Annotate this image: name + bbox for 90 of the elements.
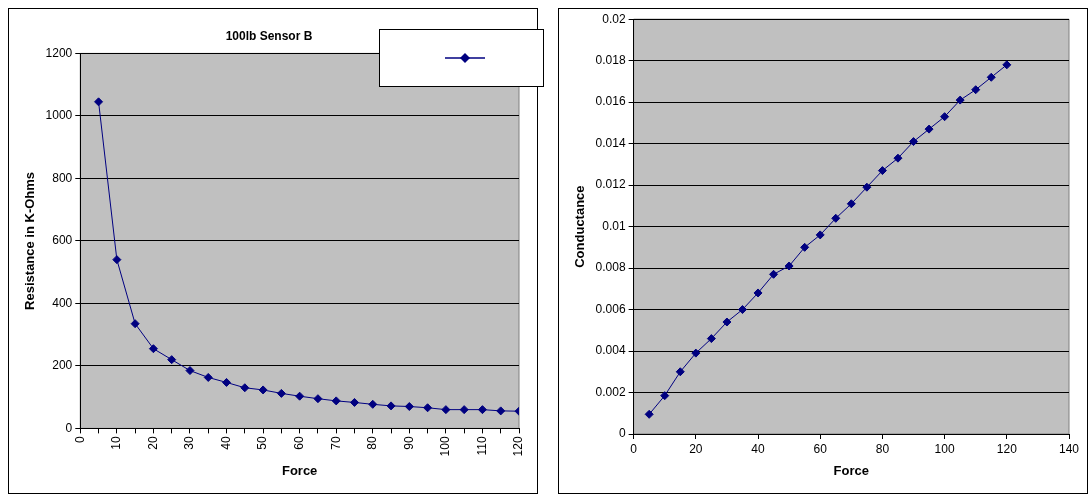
point <box>940 112 950 122</box>
x-tick-label: 100 <box>934 441 955 456</box>
point <box>800 242 810 252</box>
point <box>185 366 195 376</box>
point <box>893 153 903 163</box>
point <box>496 406 506 416</box>
point <box>386 401 396 411</box>
point <box>831 213 841 223</box>
point <box>404 402 414 412</box>
point <box>753 288 763 298</box>
point <box>258 385 268 395</box>
point <box>167 355 177 365</box>
point <box>1002 60 1012 70</box>
y-tick-label: 200 <box>52 358 73 373</box>
point <box>909 137 919 147</box>
x-tick-label: 90 <box>401 436 416 450</box>
point <box>423 403 433 413</box>
point <box>862 182 872 192</box>
y-tick-label: 1000 <box>45 108 73 123</box>
x-tick-label: 80 <box>365 436 380 450</box>
point <box>691 348 701 358</box>
point <box>276 388 286 398</box>
y-tick-label: 1200 <box>45 45 73 60</box>
point <box>477 405 487 415</box>
point <box>784 261 794 271</box>
x-tick-label: 40 <box>218 436 233 450</box>
y-tick-label: 0.016 <box>595 94 626 109</box>
point <box>459 405 469 415</box>
x-tick-label: 100 <box>438 436 453 457</box>
x-tick-label: 20 <box>689 441 703 456</box>
x-tick-label: 120 <box>511 436 526 457</box>
x-tick-label: 20 <box>145 436 160 450</box>
y-tick-label: 0.002 <box>595 384 626 399</box>
point <box>815 230 825 240</box>
point <box>986 72 996 82</box>
y-tick-label: 0.006 <box>595 301 626 316</box>
point <box>331 396 341 406</box>
y-tick-label: 0.02 <box>602 11 626 26</box>
point <box>644 409 654 419</box>
point <box>313 394 323 404</box>
point <box>660 391 670 401</box>
point <box>295 391 305 401</box>
y-tick-label: 0.01 <box>602 218 626 233</box>
x-tick-label: 110 <box>474 436 489 456</box>
y-tick-label: 0.004 <box>595 343 626 358</box>
x-tick-label: 120 <box>996 441 1018 456</box>
x-axis-title: Force <box>833 462 870 478</box>
y-tick-label: 0.018 <box>595 52 626 67</box>
point <box>971 85 981 95</box>
point <box>203 372 213 382</box>
y-tick-label: 0 <box>65 420 73 435</box>
point <box>846 199 856 209</box>
x-tick-label: 10 <box>109 436 124 450</box>
y-tick-label: 800 <box>52 170 73 185</box>
x-tick-label: 60 <box>291 436 306 450</box>
point <box>112 255 122 265</box>
point <box>877 166 887 176</box>
point <box>737 305 747 315</box>
chart-title: 100lb Sensor B <box>225 28 313 43</box>
y-tick-label: 0.014 <box>595 135 626 150</box>
x-tick-label: 40 <box>751 441 766 456</box>
x-tick-label: 50 <box>255 436 270 450</box>
point <box>222 377 232 387</box>
point <box>441 405 451 415</box>
point <box>675 367 685 377</box>
x-tick-label: 0 <box>72 436 87 444</box>
point <box>130 319 140 329</box>
x-tick-label: 30 <box>182 436 197 450</box>
point <box>706 334 716 344</box>
point <box>240 383 250 393</box>
point <box>769 269 779 279</box>
y-tick-label: 0.008 <box>595 260 626 275</box>
x-tick-label: 140 <box>1058 441 1080 456</box>
point <box>349 397 359 407</box>
x-axis-title: Force <box>281 462 318 478</box>
x-tick-label: 70 <box>328 436 343 450</box>
x-tick-label: 60 <box>813 441 828 456</box>
point <box>722 317 732 327</box>
point <box>368 399 378 409</box>
x-tick-label: 0 <box>630 441 638 456</box>
y-tick-label: 0.012 <box>595 177 626 192</box>
point <box>148 344 158 354</box>
point <box>94 97 104 107</box>
x-tick-label: 80 <box>875 441 890 456</box>
y-axis-title: Resistance in K-Ohms <box>22 171 38 310</box>
y-tick-label: 400 <box>52 295 73 310</box>
y-axis-title: Conductance <box>572 185 588 268</box>
y-tick-label: 600 <box>52 233 73 248</box>
point <box>955 95 965 105</box>
point <box>924 124 934 134</box>
